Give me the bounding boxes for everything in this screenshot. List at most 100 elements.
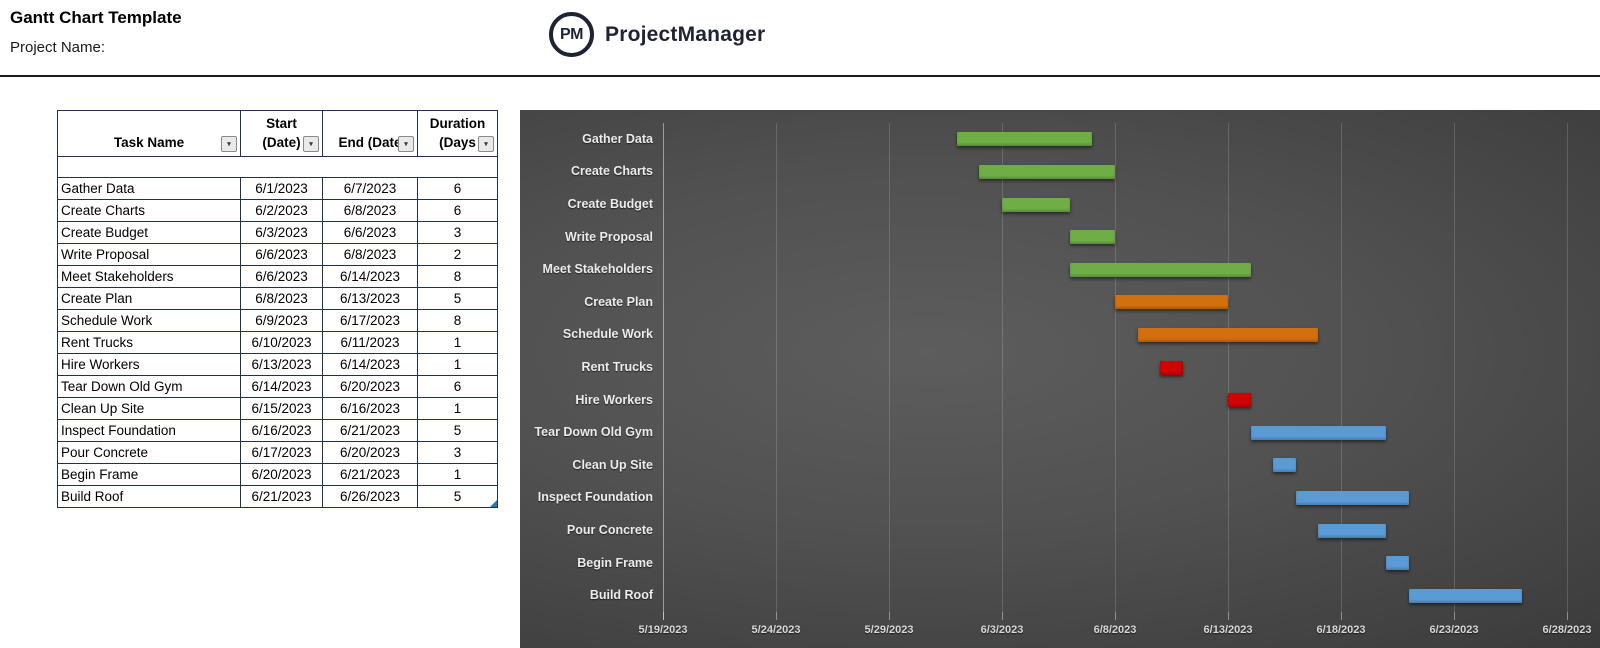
duration-cell[interactable]: 5 (418, 420, 498, 442)
end-date-cell[interactable]: 6/20/2023 (323, 376, 418, 398)
task-name-cell[interactable]: Rent Trucks (58, 332, 241, 354)
task-name-cell[interactable]: Meet Stakeholders (58, 266, 241, 288)
end-date-cell[interactable]: 6/14/2023 (323, 354, 418, 376)
task-table-body: Gather Data 6/1/2023 6/7/2023 6 Create Chart… (58, 178, 498, 508)
empty-row[interactable] (58, 157, 498, 178)
empty-cell[interactable] (323, 157, 418, 178)
start-date-cell[interactable]: 6/21/2023 (241, 486, 323, 508)
end-date-cell[interactable]: 6/13/2023 (323, 288, 418, 310)
start-date-cell[interactable]: 6/15/2023 (241, 398, 323, 420)
page-title: Gantt Chart Template (10, 8, 182, 27)
filter-dropdown-icon[interactable]: ▾ (398, 136, 414, 152)
start-date-cell[interactable]: 6/3/2023 (241, 222, 323, 244)
start-date-cell[interactable]: 6/14/2023 (241, 376, 323, 398)
vertical-gridline (889, 123, 890, 612)
x-axis-date-label: 6/3/2023 (980, 624, 1024, 636)
axis-tick (889, 612, 890, 620)
gantt-bar (1386, 556, 1409, 571)
end-date-cell[interactable]: 6/20/2023 (323, 442, 418, 464)
task-category-label: Write Proposal (565, 229, 653, 244)
end-date-cell[interactable]: 6/16/2023 (323, 398, 418, 420)
column-header-start-date[interactable]: Start (Date) ▾ (241, 111, 323, 157)
task-name-cell[interactable]: Tear Down Old Gym (58, 376, 241, 398)
duration-cell[interactable]: 1 (418, 354, 498, 376)
column-header-duration[interactable]: Duration (Days ▾ (418, 111, 498, 157)
end-date-cell[interactable]: 6/26/2023 (323, 486, 418, 508)
column-header-end-date[interactable]: End (Date ▾ (323, 111, 418, 157)
axis-tick (1567, 612, 1568, 620)
task-name-cell[interactable]: Pour Concrete (58, 442, 241, 464)
end-date-cell[interactable]: 6/21/2023 (323, 420, 418, 442)
start-date-cell[interactable]: 6/20/2023 (241, 464, 323, 486)
start-date-cell[interactable]: 6/17/2023 (241, 442, 323, 464)
duration-cell[interactable]: 3 (418, 442, 498, 464)
duration-cell[interactable]: 1 (418, 398, 498, 420)
end-date-cell[interactable]: 6/6/2023 (323, 222, 418, 244)
duration-cell[interactable]: 5 (418, 486, 498, 508)
task-name-cell[interactable]: Build Roof (58, 486, 241, 508)
task-name-cell[interactable]: Create Charts (58, 200, 241, 222)
end-date-cell[interactable]: 6/17/2023 (323, 310, 418, 332)
start-date-cell[interactable]: 6/2/2023 (241, 200, 323, 222)
vertical-gridline (1567, 123, 1568, 612)
empty-cell[interactable] (241, 157, 323, 178)
table-row: Clean Up Site 6/15/2023 6/16/2023 1 (58, 398, 498, 420)
table-resize-handle[interactable] (490, 500, 497, 507)
task-category-label: Clean Up Site (572, 457, 653, 472)
filter-dropdown-icon[interactable]: ▾ (221, 136, 237, 152)
end-date-cell[interactable]: 6/21/2023 (323, 464, 418, 486)
duration-cell[interactable]: 1 (418, 464, 498, 486)
duration-cell[interactable]: 8 (418, 266, 498, 288)
table-row: Write Proposal 6/6/2023 6/8/2023 2 (58, 244, 498, 266)
table-row: Schedule Work 6/9/2023 6/17/2023 8 (58, 310, 498, 332)
task-name-cell[interactable]: Schedule Work (58, 310, 241, 332)
duration-cell[interactable]: 8 (418, 310, 498, 332)
gantt-bar (1069, 262, 1251, 277)
table-row: Begin Frame 6/20/2023 6/21/2023 1 (58, 464, 498, 486)
task-name-cell[interactable]: Hire Workers (58, 354, 241, 376)
task-name-cell[interactable]: Inspect Foundation (58, 420, 241, 442)
task-category-label: Hire Workers (575, 392, 653, 407)
task-category-label: Meet Stakeholders (542, 262, 653, 277)
column-header-task-name[interactable]: Task Name ▾ (58, 111, 241, 157)
start-date-cell[interactable]: 6/6/2023 (241, 266, 323, 288)
start-date-cell[interactable]: 6/1/2023 (241, 178, 323, 200)
task-name-cell[interactable]: Create Budget (58, 222, 241, 244)
end-date-cell[interactable]: 6/14/2023 (323, 266, 418, 288)
start-date-cell[interactable]: 6/13/2023 (241, 354, 323, 376)
duration-cell[interactable]: 5 (418, 288, 498, 310)
start-date-cell[interactable]: 6/6/2023 (241, 244, 323, 266)
empty-cell[interactable] (58, 157, 241, 178)
duration-cell[interactable]: 6 (418, 178, 498, 200)
end-date-cell[interactable]: 6/11/2023 (323, 332, 418, 354)
gantt-bar (1295, 490, 1409, 505)
end-date-cell[interactable]: 6/8/2023 (323, 244, 418, 266)
start-date-cell[interactable]: 6/16/2023 (241, 420, 323, 442)
start-date-cell[interactable]: 6/8/2023 (241, 288, 323, 310)
duration-cell[interactable]: 1 (418, 332, 498, 354)
task-category-label: Gather Data (582, 131, 653, 146)
start-date-cell[interactable]: 6/10/2023 (241, 332, 323, 354)
duration-cell[interactable]: 6 (418, 376, 498, 398)
x-axis-date-label: 6/8/2023 (1093, 624, 1137, 636)
vertical-gridline (1002, 123, 1003, 612)
duration-cell[interactable]: 3 (418, 222, 498, 244)
header-text: Duration (429, 115, 486, 131)
end-date-cell[interactable]: 6/7/2023 (323, 178, 418, 200)
duration-cell[interactable]: 6 (418, 200, 498, 222)
task-name-cell[interactable]: Clean Up Site (58, 398, 241, 420)
table-row: Build Roof 6/21/2023 6/26/2023 5 (58, 486, 498, 508)
end-date-cell[interactable]: 6/8/2023 (323, 200, 418, 222)
task-name-cell[interactable]: Write Proposal (58, 244, 241, 266)
start-date-cell[interactable]: 6/9/2023 (241, 310, 323, 332)
gantt-bar (979, 164, 1115, 179)
table-row: Hire Workers 6/13/2023 6/14/2023 1 (58, 354, 498, 376)
filter-dropdown-icon[interactable]: ▾ (303, 136, 319, 152)
task-category-label: Create Budget (567, 197, 653, 211)
empty-cell[interactable] (418, 157, 498, 178)
task-name-cell[interactable]: Create Plan (58, 288, 241, 310)
task-name-cell[interactable]: Gather Data (58, 178, 241, 200)
task-name-cell[interactable]: Begin Frame (58, 464, 241, 486)
duration-cell[interactable]: 2 (418, 244, 498, 266)
filter-dropdown-icon[interactable]: ▾ (478, 136, 494, 152)
